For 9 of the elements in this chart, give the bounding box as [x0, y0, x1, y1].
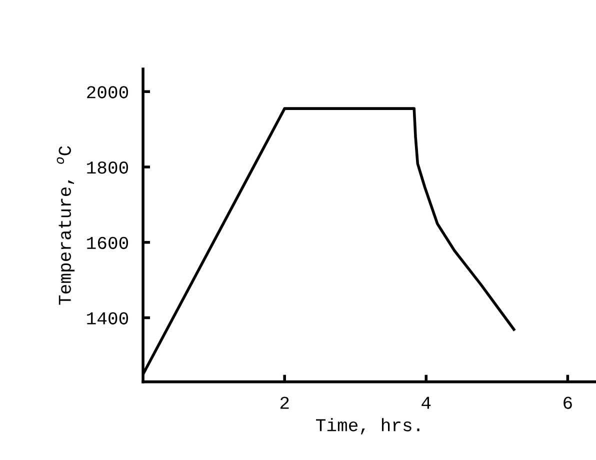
y-tick-label: 2000 [87, 86, 128, 98]
x-tick-label: 2 [280, 396, 289, 409]
x-tick-label: 6 [564, 396, 572, 409]
y-tick-label: 1400 [87, 312, 128, 324]
y-tick-label: 1600 [87, 236, 128, 250]
x-tick-label: 4 [422, 396, 431, 409]
x-axis-title: Time, hrs. [316, 418, 420, 434]
y-axis-title: Temperature, $^{o}$C [56, 146, 75, 305]
y-tick-label: 1800 [87, 161, 128, 174]
